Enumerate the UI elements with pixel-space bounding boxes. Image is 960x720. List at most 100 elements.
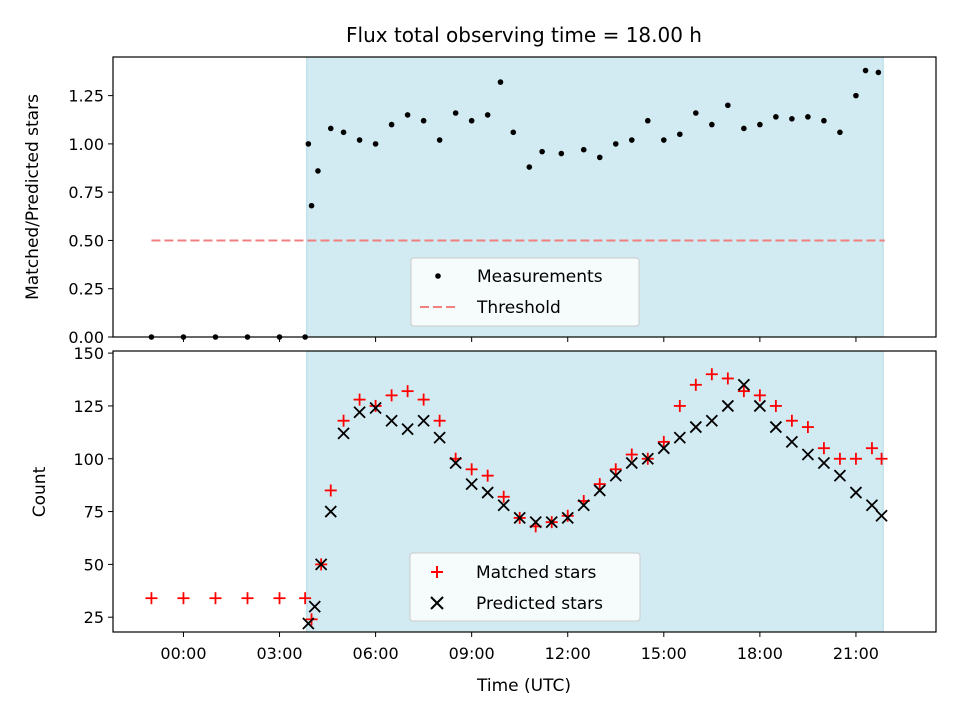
matched-stars-point [673, 399, 686, 412]
legend-box [409, 552, 641, 622]
y-tick-label: 150 [73, 344, 104, 363]
matched-stars-point [817, 442, 830, 455]
y-tick-label: 0.50 [68, 231, 104, 250]
measurements-point [372, 141, 379, 147]
predicted-stars-point [609, 469, 622, 482]
predicted-stars-point [817, 456, 831, 470]
matched-legend-marker [431, 566, 443, 578]
matched-stars-point [433, 414, 446, 427]
measurements-point [612, 141, 619, 147]
y-tick-label: 75 [84, 503, 104, 522]
matched-stars-point [561, 509, 574, 522]
predicted-stars-point [308, 600, 321, 613]
matched-stars-point [609, 463, 622, 476]
matched-stars-point [177, 592, 190, 605]
measurements-point [837, 129, 843, 136]
x-tick-label: 21:00 [833, 644, 879, 663]
predicted-stars-point [849, 486, 863, 499]
measurements-point [388, 121, 395, 128]
matched-stars-point [657, 435, 670, 448]
matched-stars-point [769, 399, 782, 412]
predicted-stars-point [369, 401, 382, 415]
legend-box [410, 257, 640, 327]
predicted-stars-point [385, 414, 398, 427]
x-axis-label: Time (UTC) [476, 676, 571, 696]
y-tick-label: 0.00 [68, 328, 104, 347]
measurements-point [693, 110, 699, 116]
measurements-point [356, 137, 363, 143]
y-tick-label: 0.75 [68, 183, 104, 202]
matched-stars-point [353, 393, 366, 406]
matched-stars-point [401, 385, 414, 398]
measurements-point [741, 125, 747, 132]
matched-stars-point [865, 442, 878, 455]
matched-stars-point [209, 592, 222, 605]
legend: Matched stars Predicted stars [409, 552, 641, 622]
x-tick-label: 18:00 [737, 644, 783, 663]
predicted-stars-point [417, 414, 430, 427]
x-tick-label: 12:00 [545, 644, 591, 663]
matched-stars-point [753, 389, 766, 402]
matched-stars-point [625, 448, 638, 461]
predicted-stars-point [449, 456, 462, 470]
y-tick-label: 0.25 [68, 280, 104, 299]
measurements-point [558, 150, 565, 157]
plot-frame [112, 350, 937, 633]
measurements-point [315, 168, 321, 174]
predicted-stars-point [481, 486, 494, 499]
measurements-point [436, 137, 443, 143]
matched-stars-point [369, 399, 382, 412]
predicted-legend-marker [430, 596, 444, 610]
predicted-stars-point [875, 509, 888, 522]
predicted-stars-point [353, 406, 366, 419]
matched-stars-point [497, 490, 510, 503]
matched-stars-point [849, 452, 862, 465]
legend-label-matched: Matched stars [476, 563, 596, 583]
measurements-point [468, 117, 475, 124]
predicted-stars-point [324, 505, 337, 518]
matched-stars-point [737, 385, 750, 398]
measurements-point [789, 115, 795, 122]
predicted-stars-point [721, 399, 734, 413]
predicted-stars-point [657, 442, 670, 455]
measurements-point [805, 114, 811, 120]
predicted-stars-point [513, 511, 526, 525]
predicted-stars-point [497, 499, 510, 512]
predicted-stars-point [561, 511, 574, 525]
predicted-stars-point [593, 484, 606, 497]
predicted-stars-point [705, 414, 718, 427]
predicted-stars-point [433, 431, 446, 444]
predicted-stars-point [577, 499, 590, 512]
matched-stars-point [273, 592, 286, 605]
matched-stars-point [385, 389, 398, 402]
count-marks [145, 368, 888, 630]
predicted-stars-point [737, 378, 750, 391]
predicted-stars-point [545, 515, 558, 529]
measurements-point [628, 137, 635, 143]
measurements-point [725, 102, 731, 109]
measurements-point [862, 67, 869, 74]
matched-stars-point [481, 469, 494, 482]
measurements-point [644, 117, 651, 124]
y-tick-label: 125 [73, 397, 104, 416]
measurements-point [526, 164, 533, 170]
predicted-stars-point [315, 558, 328, 571]
predicted-stars-point [769, 420, 783, 434]
predicted-stars-point [673, 431, 686, 444]
legend-label-measurements: Measurements [477, 267, 603, 287]
matched-stars-point [801, 421, 814, 434]
matched-stars-point [299, 592, 312, 605]
count-axes: 25 50 75 100 125 150 00:00 03:00 06:00 09:00 12:00… [73, 344, 879, 663]
legend-label-threshold: Threshold [476, 298, 561, 318]
matched-stars-point [337, 414, 350, 427]
measurements-point [420, 117, 427, 124]
predicted-stars-point [337, 427, 350, 440]
predicted-stars-point [801, 448, 815, 461]
y-tick-label: 25 [84, 608, 104, 627]
measurements-point [327, 125, 334, 132]
matched-stars-point [705, 368, 718, 381]
predicted-stars-point [689, 420, 702, 434]
predicted-stars-point [753, 399, 767, 413]
matched-stars-point [833, 452, 846, 465]
measurements-point [539, 148, 545, 155]
